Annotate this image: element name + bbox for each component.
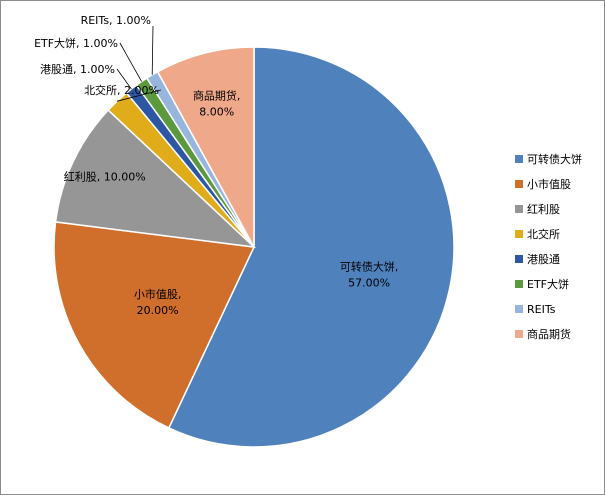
- legend-swatch-slice-5: [515, 255, 523, 263]
- legend-swatch-slice-3: [515, 205, 523, 213]
- svg-text:REITs, 1.00%: REITs, 1.00%: [81, 14, 151, 27]
- legend-label-slice-4: 北交所: [527, 227, 560, 241]
- legend-label-slice-3: 红利股: [527, 203, 560, 216]
- data-label-slice-1: 可转债大饼, 57.00%: [340, 260, 399, 290]
- svg-text:红利股, 10.00%: 红利股, 10.00%: [64, 171, 146, 184]
- legend-swatch-slice-4: [515, 230, 523, 238]
- data-label-slice-5: 港股通, 1.00%: [40, 63, 132, 90]
- legend-swatch-slice-1: [515, 155, 523, 163]
- data-label-slice-2: 小市值股, 20.00%: [134, 287, 182, 317]
- svg-text:小市值股,: 小市值股,: [134, 287, 182, 301]
- svg-text:ETF大饼, 1.00%: ETF大饼, 1.00%: [34, 36, 118, 50]
- legend-label-slice-8: 商品期货: [527, 327, 571, 341]
- legend-label-slice-2: 小市值股: [527, 177, 571, 191]
- legend-label-slice-5: 港股通: [527, 253, 560, 266]
- legend-swatch-slice-6: [515, 280, 523, 288]
- pie-slice-1[interactable]: [167, 46, 455, 448]
- svg-text:北交所, 2.00%: 北交所, 2.00%: [84, 83, 159, 97]
- legend-swatch-slice-8: [515, 330, 523, 338]
- legend-label-slice-1: 可转债大饼: [527, 152, 582, 166]
- svg-text:港股通, 1.00%: 港股通, 1.00%: [40, 63, 115, 76]
- data-label-slice-6: ETF大饼, 1.00%: [34, 36, 142, 82]
- data-label-slice-4: 北交所, 2.00%: [84, 83, 162, 102]
- svg-text:8.00%: 8.00%: [199, 106, 234, 119]
- svg-text:可转债大饼,: 可转债大饼,: [340, 260, 399, 274]
- data-label-slice-7: REITs, 1.00%: [81, 14, 154, 75]
- svg-text:商品期货,: 商品期货,: [193, 89, 241, 103]
- data-label-slice-3: 红利股, 10.00%: [64, 171, 146, 184]
- pie-slice-8[interactable]: [156, 46, 255, 248]
- svg-text:20.00%: 20.00%: [137, 304, 179, 317]
- legend-swatch-slice-7: [515, 305, 523, 313]
- pie-slice-3[interactable]: [54, 109, 257, 249]
- legend-swatch-slice-2: [515, 180, 523, 188]
- pie-slice-2[interactable]: [53, 221, 256, 429]
- data-label-slice-8: 商品期货, 8.00%: [193, 89, 241, 119]
- legend-label-slice-6: ETF大饼: [527, 277, 569, 291]
- legend-label-slice-7: REITs: [527, 303, 556, 316]
- svg-text:57.00%: 57.00%: [348, 277, 390, 290]
